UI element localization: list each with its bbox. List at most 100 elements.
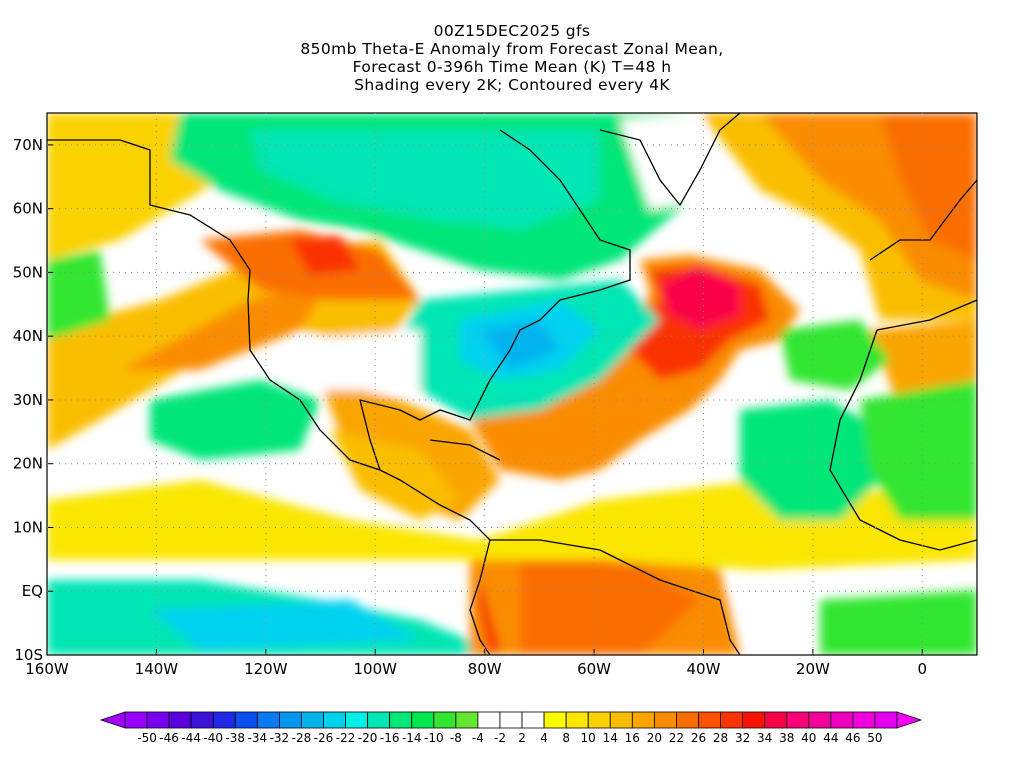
colorbar-swatch [477,711,501,729]
colorbar-label: 8 [562,731,570,745]
colorbar-label: -4 [472,731,484,745]
colorbar-label: 34 [757,731,772,745]
colorbar-swatch [256,711,280,729]
lon-tick-label: 80W [468,660,502,678]
colorbar-label: -20 [358,731,378,745]
lat-tick-label: 50N [13,263,43,281]
colorbar-swatch [389,711,413,729]
colorbar-swatch [411,711,435,729]
lon-tick-label: 60W [577,660,611,678]
coastlines [47,113,977,655]
latitude-axis: 70N 60N 50N 40N 30N 20N 10N EQ 10S [13,136,977,664]
colorbar-swatch [234,711,258,729]
colorbar-swatch [609,711,633,729]
map-title: 00Z15DEC2025 gfs 850mb Theta-E Anomaly f… [0,22,1024,94]
colorbar-low-arrow [99,711,126,729]
lat-tick-label: 10N [13,518,43,536]
lon-tick-label: 100W [354,660,398,678]
colorbar-swatch [168,711,192,729]
colorbar-swatch [565,711,589,729]
title-forecast-line: Forecast 0-396h Time Mean (K) T=48 h [352,58,672,76]
lon-tick-label: 0 [918,660,928,678]
colorbar-label: -16 [380,731,400,745]
lon-tick-label: 120W [244,660,288,678]
colorbar-label: -26 [314,731,334,745]
colorbar-label: 32 [735,731,750,745]
lon-tick-label: 160W [25,660,69,678]
colorbar-swatch [720,711,743,729]
colorbar-swatch [786,711,810,729]
colorbar-swatch [367,711,391,729]
colorbar-label: -38 [225,731,245,745]
colorbar-swatch [587,711,611,729]
lat-tick-label: EQ [22,582,43,600]
colorbar-label: 28 [713,731,728,745]
colorbar-label: -44 [181,731,201,745]
colorbar-label: 40 [801,731,816,745]
colorbar-swatch [653,711,677,729]
colorbar-swatch [499,711,523,729]
colorbar-swatch [278,711,302,729]
colorbar-label: 46 [845,731,860,745]
colorbar-label: 44 [823,731,838,745]
colorbar-label: -50 [137,731,157,745]
colorbar-label: -8 [450,731,462,745]
lon-tick-label: 20W [796,660,830,678]
colorbar-swatch [190,711,214,729]
colorbar-swatch [124,711,148,729]
colorbar-label: 50 [867,731,882,745]
colorbar-label: 22 [669,731,684,745]
colorbar-label: -28 [292,731,312,745]
colorbar-label: -32 [270,731,290,745]
colorbar-label: 26 [691,731,706,745]
colorbar-swatch [433,711,457,729]
lat-tick-label: 40N [13,327,43,345]
colorbar-swatch [764,711,788,729]
colorbar-label: -2 [494,731,506,745]
lon-tick-label: 40W [687,660,721,678]
colorbar-label: 16 [625,731,640,745]
colorbar-label: -22 [336,731,356,745]
lon-tick-label: 140W [135,660,179,678]
lat-tick-label: 70N [13,136,43,154]
colorbar-swatch [742,711,766,729]
colorbar-label: -40 [203,731,223,745]
colorbar-swatch [146,711,170,729]
colorbar-label: 4 [540,731,548,745]
map-frame [46,112,978,656]
colorbar-swatch [676,711,699,729]
colorbar-label: -10 [424,731,444,745]
lat-tick-label: 60N [13,200,43,218]
colorbar-swatch [323,711,346,729]
colorbar-high-arrow [896,711,923,729]
colorbar-label: -14 [402,731,422,745]
colorbar-label: -46 [159,731,179,745]
longitude-axis: 160W 140W 120W 100W 80W 60W 40W 20W 0 [25,113,927,678]
colorbar-swatch [808,711,832,729]
colorbar-swatch [301,711,324,729]
colorbar-label: 14 [603,731,618,745]
colorbar-swatch [543,711,567,729]
title-shading-line: Shading every 2K; Contoured every 4K [354,76,670,94]
colorbar-swatch [852,711,876,729]
colorbar-swatch [521,711,545,729]
title-run-line: 00Z15DEC2025 gfs [433,22,591,40]
colorbar-swatch [698,711,721,729]
anomaly-shading [47,113,977,655]
colorbar-swatch [830,711,854,729]
colorbar-swatch [874,711,898,729]
colorbar-label: 2 [518,731,526,745]
colorbar-swatch [212,711,236,729]
colorbar-swatch [455,711,479,729]
colorbar-swatch [345,711,369,729]
lat-tick-label: 30N [13,391,43,409]
title-field-line: 850mb Theta-E Anomaly from Forecast Zona… [300,40,724,58]
colorbar-label: 38 [779,731,794,745]
colorbar-swatch [631,711,655,729]
lat-tick-label: 10S [14,646,43,664]
colorbar-label: 10 [581,731,596,745]
colorbar-label: 20 [647,731,662,745]
colorbar: -50 -46 -44 -40 -38 -34 -32 -28 -26 -22 -20 -16 -14-… [99,711,923,745]
lat-tick-label: 20N [13,455,43,473]
